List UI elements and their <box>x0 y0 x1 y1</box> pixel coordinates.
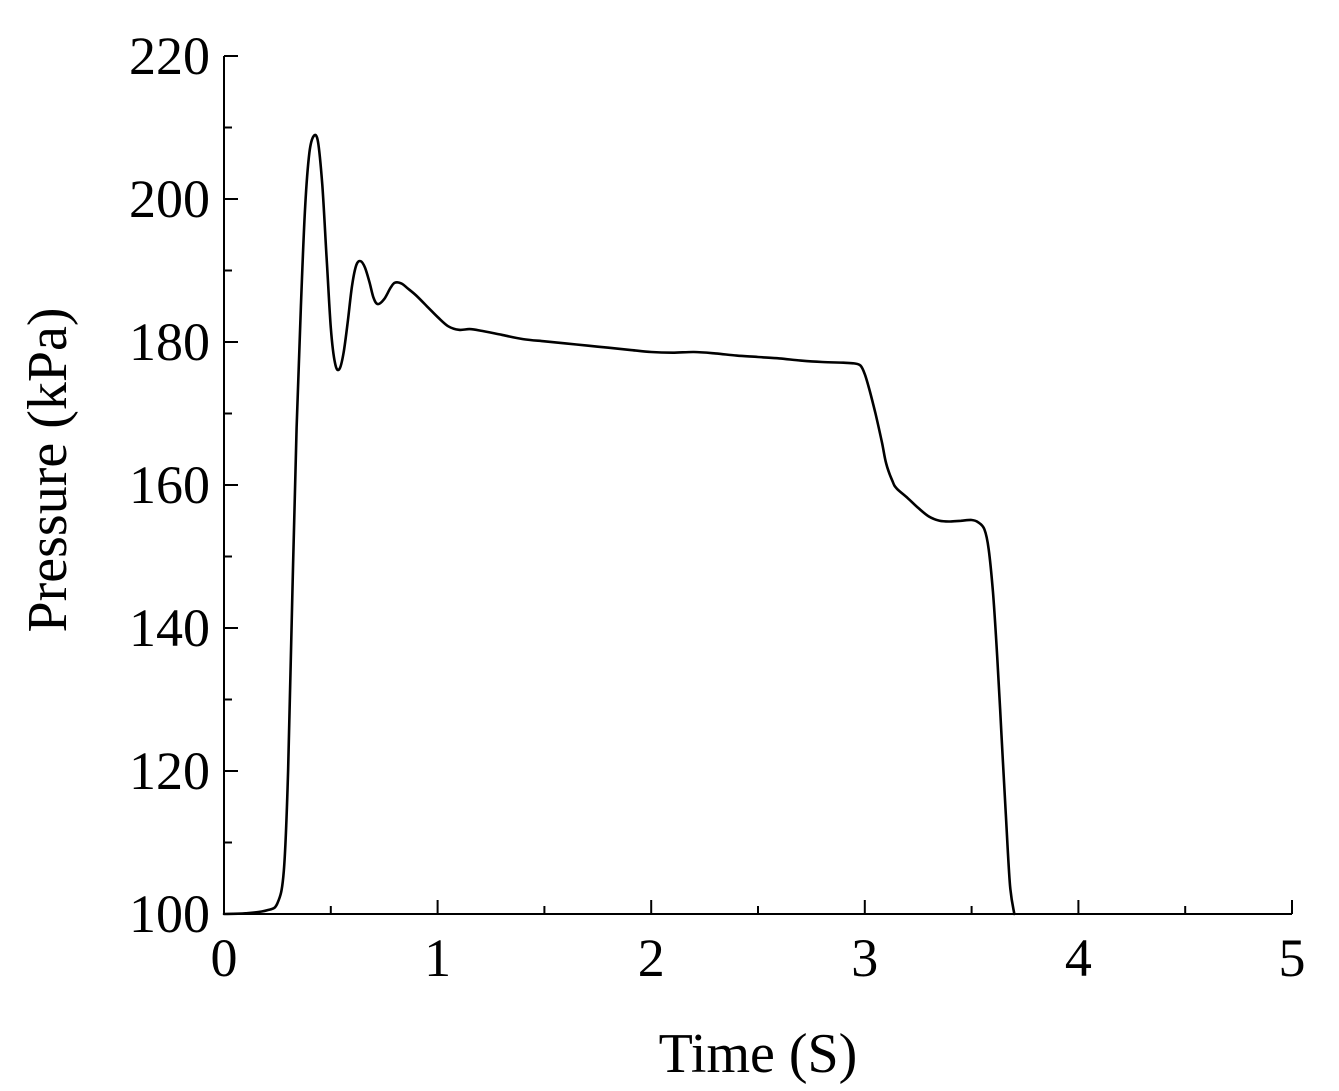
x-tick-label: 2 <box>638 928 665 988</box>
x-tick-labels: 0 1 2 3 4 5 <box>211 928 1306 988</box>
x-tick-label: 1 <box>424 928 451 988</box>
y-tick-labels: 100 120 140 160 180 200 220 <box>129 26 210 944</box>
pressure-series-line <box>222 133 1016 916</box>
x-axis-title: Time (S) <box>659 1023 858 1085</box>
y-tick-label: 160 <box>129 455 210 515</box>
x-tick-label: 3 <box>851 928 878 988</box>
x-tick-label: 0 <box>211 928 238 988</box>
y-tick-label: 100 <box>129 884 210 944</box>
x-ticks <box>223 900 1293 914</box>
x-tick-label: 4 <box>1065 928 1092 988</box>
y-axis-title: Pressure (kPa) <box>17 307 79 632</box>
y-tick-label: 180 <box>129 312 210 372</box>
y-tick-label: 140 <box>129 598 210 658</box>
y-tick-label: 220 <box>129 26 210 86</box>
y-ticks <box>224 55 238 915</box>
y-tick-label: 120 <box>129 741 210 801</box>
x-tick-label: 5 <box>1279 928 1306 988</box>
y-tick-label: 200 <box>129 169 210 229</box>
